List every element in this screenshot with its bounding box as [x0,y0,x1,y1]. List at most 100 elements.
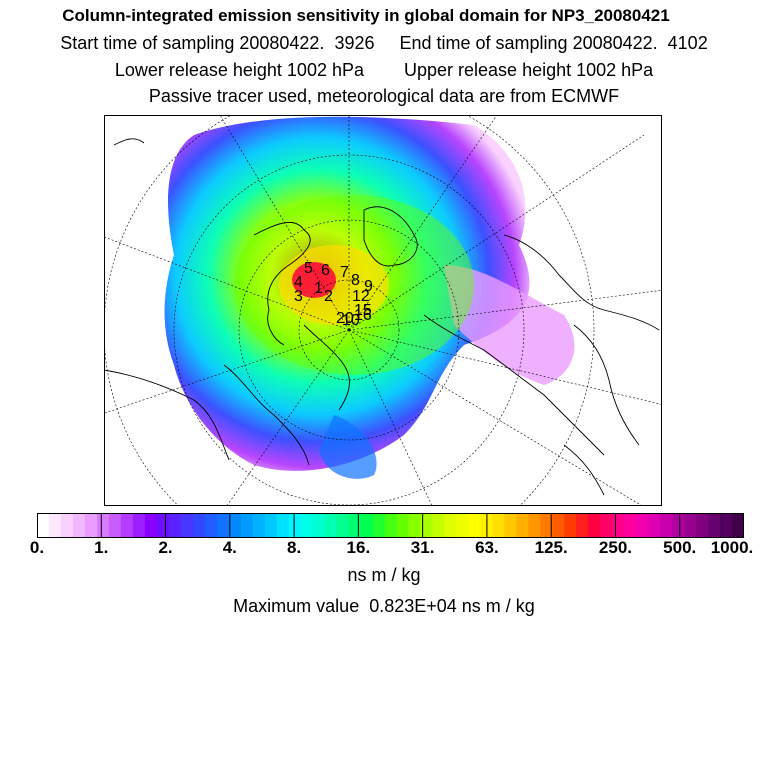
colorbar-segment [396,513,410,538]
colorbar [37,513,744,538]
coastlines [104,138,660,496]
colorbar-tick-label: 8. [286,538,302,557]
colorbar-segment [204,513,218,538]
colorbar-segment [492,513,505,538]
colorbar-segment [672,513,685,538]
plume-south-arm [319,415,377,479]
point-label-3: 3 [294,288,303,305]
colorbar-tick-label: 0. [29,538,45,557]
colorbar-segment [144,513,158,538]
colorbar-tick-label: 2. [158,538,173,557]
colorbar-segment [228,513,242,538]
colorbar-segment [312,513,326,538]
colorbar-segment [600,513,613,538]
point-label-4: 4 [294,274,303,291]
colorbar-segment [636,513,649,538]
point-label-16: 16 [354,307,372,324]
colorbar-segment [37,513,50,538]
colorbar-segment [300,513,314,538]
colorbar-segment [540,513,553,538]
colorbar-segment [156,513,170,538]
colorbar-segment [696,513,709,538]
colorbar-segment [240,513,254,538]
plume-east-arm [444,265,575,385]
point-label-9: 9 [364,278,373,295]
colorbar-segment [72,513,86,538]
sampling-time-subtitle: Start time of sampling 20080422. 3926 En… [60,33,708,53]
colorbar-segment [324,513,338,538]
colorbar-segment [96,513,110,538]
colorbar-segment [132,513,146,538]
release-height-subtitle: Lower release height 1002 hPa Upper rele… [114,60,654,80]
colorbar-segment [552,513,565,538]
colorbar-segment [528,513,541,538]
colorbar-segment [108,513,122,538]
maximum-value-label: Maximum value 0.823E+04 ns m / kg [233,596,535,616]
colorbar-segment [408,513,422,538]
colorbar-segment [48,513,62,538]
colorbar-tick-label: 250. [598,538,632,557]
colorbar-segment [732,513,744,538]
colorbar-segment [180,513,194,538]
point-label-15: 15 [354,302,372,319]
colorbar-segment [60,513,74,538]
colorbar-tick-label: 1000. [710,538,754,557]
sensitivity-map: 5 6 7 8 9 4 1 3 2 12 15 20 10 16 [104,115,662,506]
colorbar-segment [588,513,601,538]
point-label-6: 6 [321,262,330,279]
tracer-subtitle: Passive tracer used, meteorological data… [148,86,620,106]
colorbar-segment [576,513,589,538]
colorbar-tick-label: 16. [346,538,371,557]
point-label-7: 7 [340,264,349,281]
point-label-1: 1 [314,280,323,297]
colorbar-tick-label: 63. [475,538,499,557]
colorbar-tick-label: 31. [410,538,435,557]
point-label-8: 8 [351,272,360,289]
colorbar-segment [120,513,134,538]
chart-title: Column-integrated emission sensitivity i… [62,6,670,25]
colorbar-segment [444,513,457,538]
colorbar-segment [168,513,182,538]
colorbar-segment [624,513,637,538]
colorbar-tick-label: 125. [534,538,568,557]
graticule [104,115,662,506]
colorbar-segment [276,513,290,538]
colorbar-segment [192,513,206,538]
colorbar-segment [348,513,362,538]
colorbar-segment [708,513,721,538]
colorbar-segment [612,513,625,538]
point-label-12: 12 [352,288,370,305]
point-label-2: 2 [324,288,333,305]
colorbar-segment [420,513,434,538]
colorbar-segment [504,513,517,538]
point-label-10: 10 [342,312,360,329]
release-point-labels: 5 6 7 8 9 4 1 3 2 12 15 20 10 16 [294,260,373,329]
colorbar-segment [252,513,266,538]
colorbar-segment [720,513,733,538]
colorbar-segment [516,513,529,538]
colorbar-segment [456,513,469,538]
colorbar-segment [564,513,577,538]
colorbar-segment [684,513,697,538]
colorbar-segment [384,513,398,538]
colorbar-segment [372,513,386,538]
plume-red-core [292,262,336,298]
colorbar-segment [648,513,661,538]
colorbar-segment [468,513,481,538]
colorbar-segment [216,513,230,538]
colorbar-segment [288,513,302,538]
colorbar-segment [264,513,278,538]
point-label-5: 5 [304,260,313,277]
colorbar-segment [660,513,673,538]
colorbar-segment [336,513,350,538]
colorbar-tick-label: 1. [94,538,109,557]
point-label-20: 20 [336,310,354,327]
colorbar-segment [360,513,374,538]
colorbar-tick-label: 500. [663,538,697,557]
colorbar-tick-label: 4. [222,538,237,557]
colorbar-tick-labels: 0. 1. 2. 4. 8. 16. 31. 63. 125. 250. 500. 1000. [0,538,768,562]
colorbar-frame [37,513,744,538]
colorbar-segment [432,513,446,538]
colorbar-segment [84,513,98,538]
colorbar-unit-label: ns m / kg [347,565,421,585]
